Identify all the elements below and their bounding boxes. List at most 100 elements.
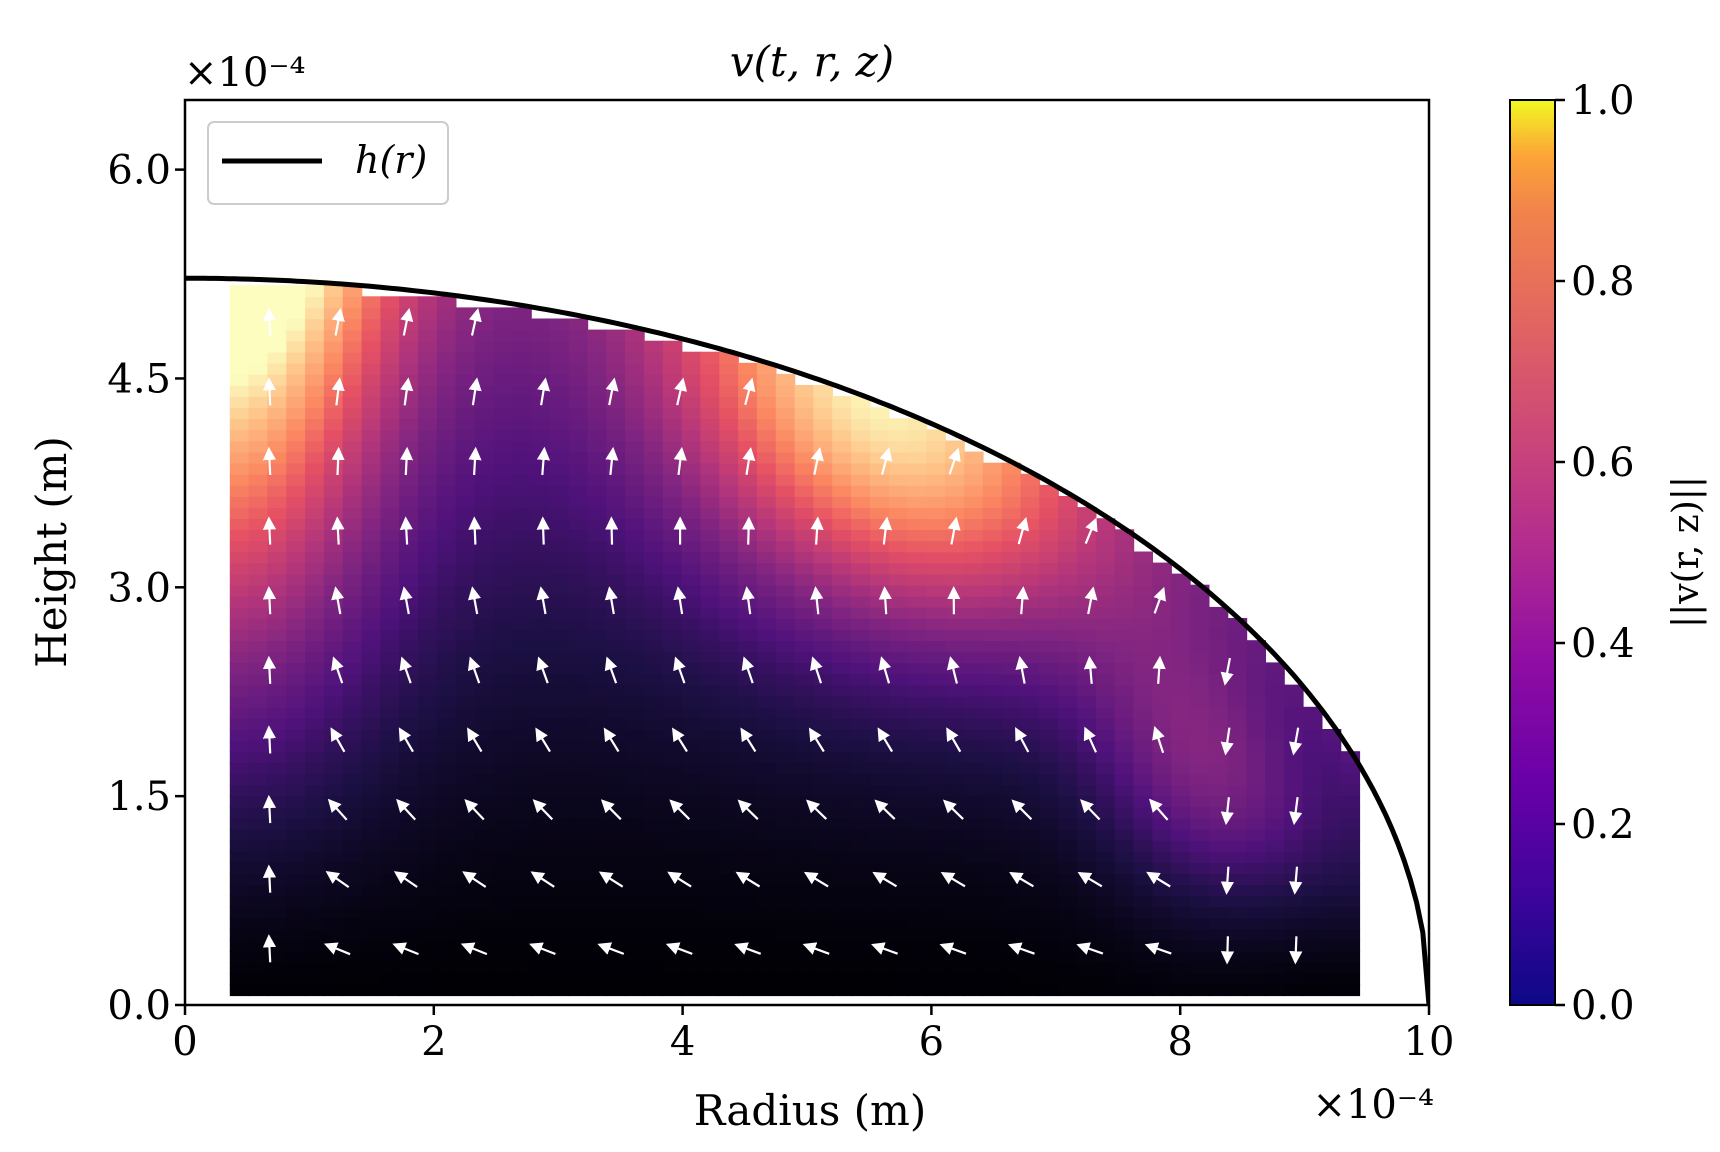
heatmap-cell: [568, 939, 589, 952]
heatmap-cell: [1227, 917, 1248, 930]
heatmap-cell: [625, 362, 645, 375]
heatmap-cell: [625, 651, 645, 664]
quiver-arrow: [1152, 726, 1165, 754]
heatmap-cell: [625, 496, 645, 508]
heatmap-cell: [399, 640, 419, 653]
heatmap-cell: [1095, 673, 1116, 686]
heatmap-cell: [1058, 740, 1078, 752]
heatmap-cell: [587, 584, 608, 597]
heatmap-cell: [1095, 651, 1116, 664]
heatmap-cell: [286, 484, 306, 497]
heatmap-cell: [1114, 629, 1135, 641]
heatmap-cell: [512, 451, 532, 464]
heatmap-cell: [1076, 695, 1097, 708]
heatmap-cell: [888, 695, 909, 708]
heatmap-cell: [267, 717, 287, 730]
heatmap-cell: [1246, 984, 1266, 997]
heatmap-cell: [323, 706, 344, 719]
heatmap-cell: [323, 296, 344, 309]
heatmap-cell: [1227, 695, 1248, 708]
heatmap-cell: [229, 562, 250, 575]
heatmap-cell: [1001, 729, 1022, 741]
heatmap-cell: [1001, 717, 1022, 730]
heatmap-cell: [756, 828, 777, 841]
heatmap-cell: [1114, 662, 1135, 675]
heatmap-cell: [568, 773, 589, 786]
heatmap-cell: [832, 862, 852, 874]
heatmap-cell: [512, 928, 532, 941]
x-tick-label: 10: [1404, 1019, 1455, 1065]
y-tick-label: 6.0: [107, 148, 171, 194]
heatmap-cell: [361, 950, 382, 963]
heatmap-cell: [982, 584, 1003, 597]
heatmap-cell: [644, 584, 664, 597]
heatmap-cell: [606, 618, 626, 630]
heatmap-cell: [907, 740, 928, 752]
heatmap-cell: [851, 618, 871, 630]
heatmap-cell: [926, 518, 946, 531]
heatmap-cell: [964, 484, 984, 497]
heatmap-cell: [1208, 695, 1229, 708]
heatmap-cell: [888, 873, 909, 886]
heatmap-cell: [399, 884, 419, 897]
heatmap-cell: [418, 429, 438, 442]
heatmap-cell: [399, 351, 419, 364]
heatmap-cell: [323, 762, 344, 775]
heatmap-cell: [455, 706, 476, 719]
heatmap-cell: [587, 851, 608, 863]
heatmap-cell: [361, 684, 382, 697]
heatmap-cell: [1095, 684, 1116, 697]
heatmap-cell: [644, 618, 664, 630]
heatmap-cell: [662, 651, 683, 664]
heatmap-cell: [474, 351, 495, 364]
heatmap-cell: [869, 928, 890, 941]
heatmap-cell: [361, 484, 382, 497]
heatmap-cell: [474, 362, 495, 375]
quiver-arrow: [1289, 936, 1303, 965]
heatmap-cell: [1001, 462, 1022, 475]
heatmap-cell: [436, 950, 457, 963]
heatmap-cell: [945, 573, 965, 586]
heatmap-cell: [1302, 784, 1323, 797]
heatmap-cell: [700, 362, 720, 375]
heatmap-cell: [229, 839, 250, 852]
heatmap-cell: [568, 950, 589, 963]
heatmap-cell: [323, 740, 344, 752]
heatmap-cell: [1227, 828, 1248, 841]
heatmap-cell: [248, 429, 269, 442]
heatmap-cell: [1189, 828, 1210, 841]
heatmap-cell: [455, 917, 476, 930]
heatmap-cell: [851, 473, 871, 486]
heatmap-cell: [926, 496, 946, 508]
heatmap-cell: [644, 518, 664, 531]
heatmap-cell: [700, 651, 720, 664]
heatmap-cell: [229, 673, 250, 686]
heatmap-cell: [286, 662, 306, 675]
heatmap-cell: [418, 307, 438, 320]
heatmap-cell: [1095, 595, 1116, 608]
heatmap-cell: [869, 673, 890, 686]
heatmap-cell: [888, 817, 909, 830]
heatmap-cell: [964, 740, 984, 752]
heatmap-cell: [794, 873, 815, 886]
heatmap-cell: [719, 407, 739, 420]
heatmap-cell: [606, 518, 626, 531]
heatmap-cell: [888, 484, 909, 497]
heatmap-cell: [1058, 806, 1078, 819]
heatmap-cell: [436, 484, 457, 497]
heatmap-cell: [531, 862, 551, 874]
heatmap-cell: [399, 762, 419, 775]
heatmap-cell: [644, 729, 664, 741]
heatmap-cell: [907, 429, 928, 442]
heatmap-cell: [436, 618, 457, 630]
quiver-arrow: [603, 727, 620, 753]
heatmap-cell: [1227, 740, 1248, 752]
heatmap-cell: [1076, 762, 1097, 775]
heatmap-cell: [869, 962, 890, 974]
heatmap-cell: [587, 640, 608, 653]
heatmap-cell: [361, 828, 382, 841]
heatmap-cell: [1246, 906, 1266, 919]
heatmap-cell: [756, 806, 777, 819]
heatmap-cell: [342, 751, 363, 764]
heatmap-cell: [549, 606, 570, 619]
